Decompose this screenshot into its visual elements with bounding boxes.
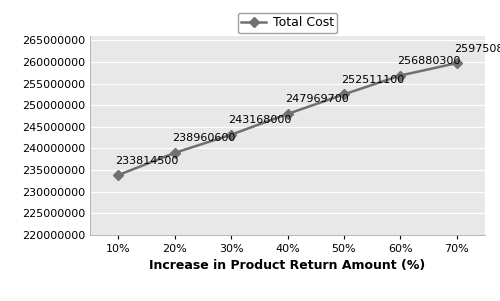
Text: 233814500: 233814500 [116,156,179,166]
X-axis label: Increase in Product Return Amount (%): Increase in Product Return Amount (%) [150,259,426,272]
Text: 259750800: 259750800 [454,44,500,54]
Total Cost [454,61,460,65]
Total Cost [398,74,404,77]
Text: 247969700: 247969700 [284,95,348,104]
Text: 238960600: 238960600 [172,133,235,143]
Total Cost [341,93,347,96]
Line: Total Cost: Total Cost [114,60,461,178]
Legend: Total Cost: Total Cost [238,13,338,33]
Text: 252511100: 252511100 [341,75,404,85]
Total Cost [284,112,290,116]
Total Cost [228,133,234,137]
Total Cost [172,151,177,155]
Text: 243168000: 243168000 [228,115,292,125]
Text: 256880300: 256880300 [398,56,461,66]
Total Cost [115,173,121,177]
